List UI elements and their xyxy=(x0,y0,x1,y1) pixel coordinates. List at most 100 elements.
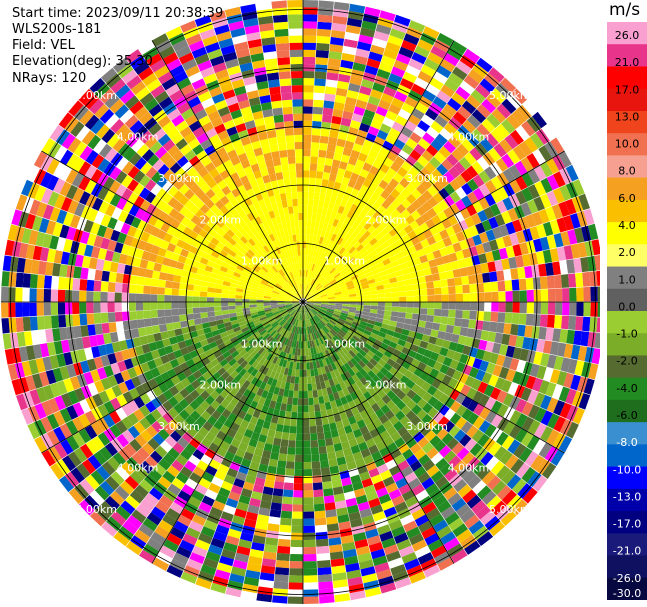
velocity-gate xyxy=(274,164,283,174)
velocity-gate xyxy=(398,291,407,297)
velocity-gate xyxy=(566,329,576,345)
velocity-gate xyxy=(314,71,327,80)
velocity-gate xyxy=(330,370,337,379)
velocity-gate xyxy=(404,369,414,380)
velocity-gate xyxy=(467,412,479,425)
velocity-gate xyxy=(316,206,323,215)
velocity-gate xyxy=(372,241,381,250)
velocity-gate xyxy=(314,404,321,412)
velocity-gate xyxy=(380,404,391,415)
velocity-gate xyxy=(323,430,332,440)
velocity-gate xyxy=(282,171,290,179)
velocity-gate xyxy=(303,369,307,377)
velocity-gate xyxy=(315,524,328,533)
velocity-gate xyxy=(313,295,321,299)
velocity-gate xyxy=(330,269,338,276)
velocity-gate xyxy=(503,406,516,421)
velocity-gate xyxy=(405,138,418,150)
velocity-gate xyxy=(330,400,338,409)
velocity-gate xyxy=(576,287,584,302)
velocity-gate xyxy=(327,58,341,67)
velocity-gate xyxy=(440,316,449,325)
velocity-gate xyxy=(367,261,376,268)
velocity-gate xyxy=(502,356,513,369)
velocity-gate xyxy=(115,321,124,332)
velocity-gate xyxy=(412,307,421,314)
velocity-gate xyxy=(324,215,331,224)
velocity-gate xyxy=(327,247,334,256)
velocity-gate xyxy=(303,205,308,213)
velocity-gate xyxy=(510,323,519,336)
velocity-gate xyxy=(466,425,479,439)
velocity-gate xyxy=(391,526,406,538)
velocity-gate xyxy=(591,348,600,365)
velocity-gate xyxy=(452,222,463,234)
velocity-gate xyxy=(308,184,315,193)
velocity-gate xyxy=(489,521,506,537)
velocity-gate xyxy=(495,123,510,139)
velocity-gate xyxy=(467,191,479,204)
velocity-gate xyxy=(462,489,477,504)
velocity-gate xyxy=(331,188,340,197)
velocity-gate xyxy=(277,179,285,187)
velocity-gate xyxy=(335,398,343,407)
velocity-gate xyxy=(361,314,370,320)
velocity-gate xyxy=(573,258,583,273)
velocity-gate xyxy=(395,251,404,260)
velocity-gate xyxy=(312,113,323,122)
velocity-gate xyxy=(484,180,497,194)
velocity-gate xyxy=(377,346,387,355)
velocity-gate xyxy=(469,283,477,293)
velocity-gate xyxy=(497,280,506,292)
velocity-gate xyxy=(312,291,319,296)
velocity-gate xyxy=(405,437,418,449)
velocity-gate xyxy=(491,291,499,302)
velocity-gate xyxy=(344,224,352,234)
velocity-gate xyxy=(330,241,337,250)
velocity-gate xyxy=(468,367,479,379)
velocity-gate xyxy=(568,273,577,288)
velocity-gate xyxy=(306,227,311,235)
velocity-gate xyxy=(468,520,485,535)
velocity-gate xyxy=(313,496,325,505)
velocity-gate xyxy=(377,389,387,399)
velocity-gate xyxy=(312,280,318,288)
velocity-gate xyxy=(382,476,395,487)
velocity-gate xyxy=(303,483,313,491)
velocity-gate xyxy=(314,331,320,339)
velocity-gate xyxy=(370,294,378,299)
velocity-gate xyxy=(235,305,243,310)
velocity-gate xyxy=(388,465,401,477)
velocity-gate xyxy=(310,278,315,286)
velocity-gate xyxy=(486,93,502,109)
velocity-gate xyxy=(546,174,560,191)
velocity-gate xyxy=(314,78,326,87)
velocity-gate xyxy=(341,52,355,62)
velocity-gate xyxy=(157,316,166,325)
velocity-gate xyxy=(446,437,459,450)
velocity-gate xyxy=(305,248,309,256)
velocity-gate xyxy=(390,448,402,459)
velocity-gate xyxy=(305,277,309,285)
velocity-gate xyxy=(507,208,519,222)
velocity-gate xyxy=(330,210,338,219)
velocity-gate xyxy=(312,271,317,279)
velocity-gate xyxy=(367,95,381,106)
velocity-gate xyxy=(554,274,562,289)
velocity-gate xyxy=(384,409,395,420)
velocity-gate xyxy=(476,466,491,481)
velocity-gate xyxy=(379,228,389,237)
velocity-gate xyxy=(341,337,349,345)
velocity-gate xyxy=(344,362,352,371)
velocity-gate xyxy=(306,302,314,305)
velocity-gate xyxy=(323,395,330,403)
velocity-gate xyxy=(364,65,379,76)
velocity-gate xyxy=(363,212,373,222)
velocity-gate xyxy=(165,322,175,331)
velocity-gate xyxy=(394,371,404,381)
velocity-gate xyxy=(448,425,461,438)
velocity-gate xyxy=(329,329,336,337)
velocity-gate xyxy=(311,128,321,136)
velocity-gate xyxy=(486,495,502,511)
velocity-gate xyxy=(451,498,467,512)
